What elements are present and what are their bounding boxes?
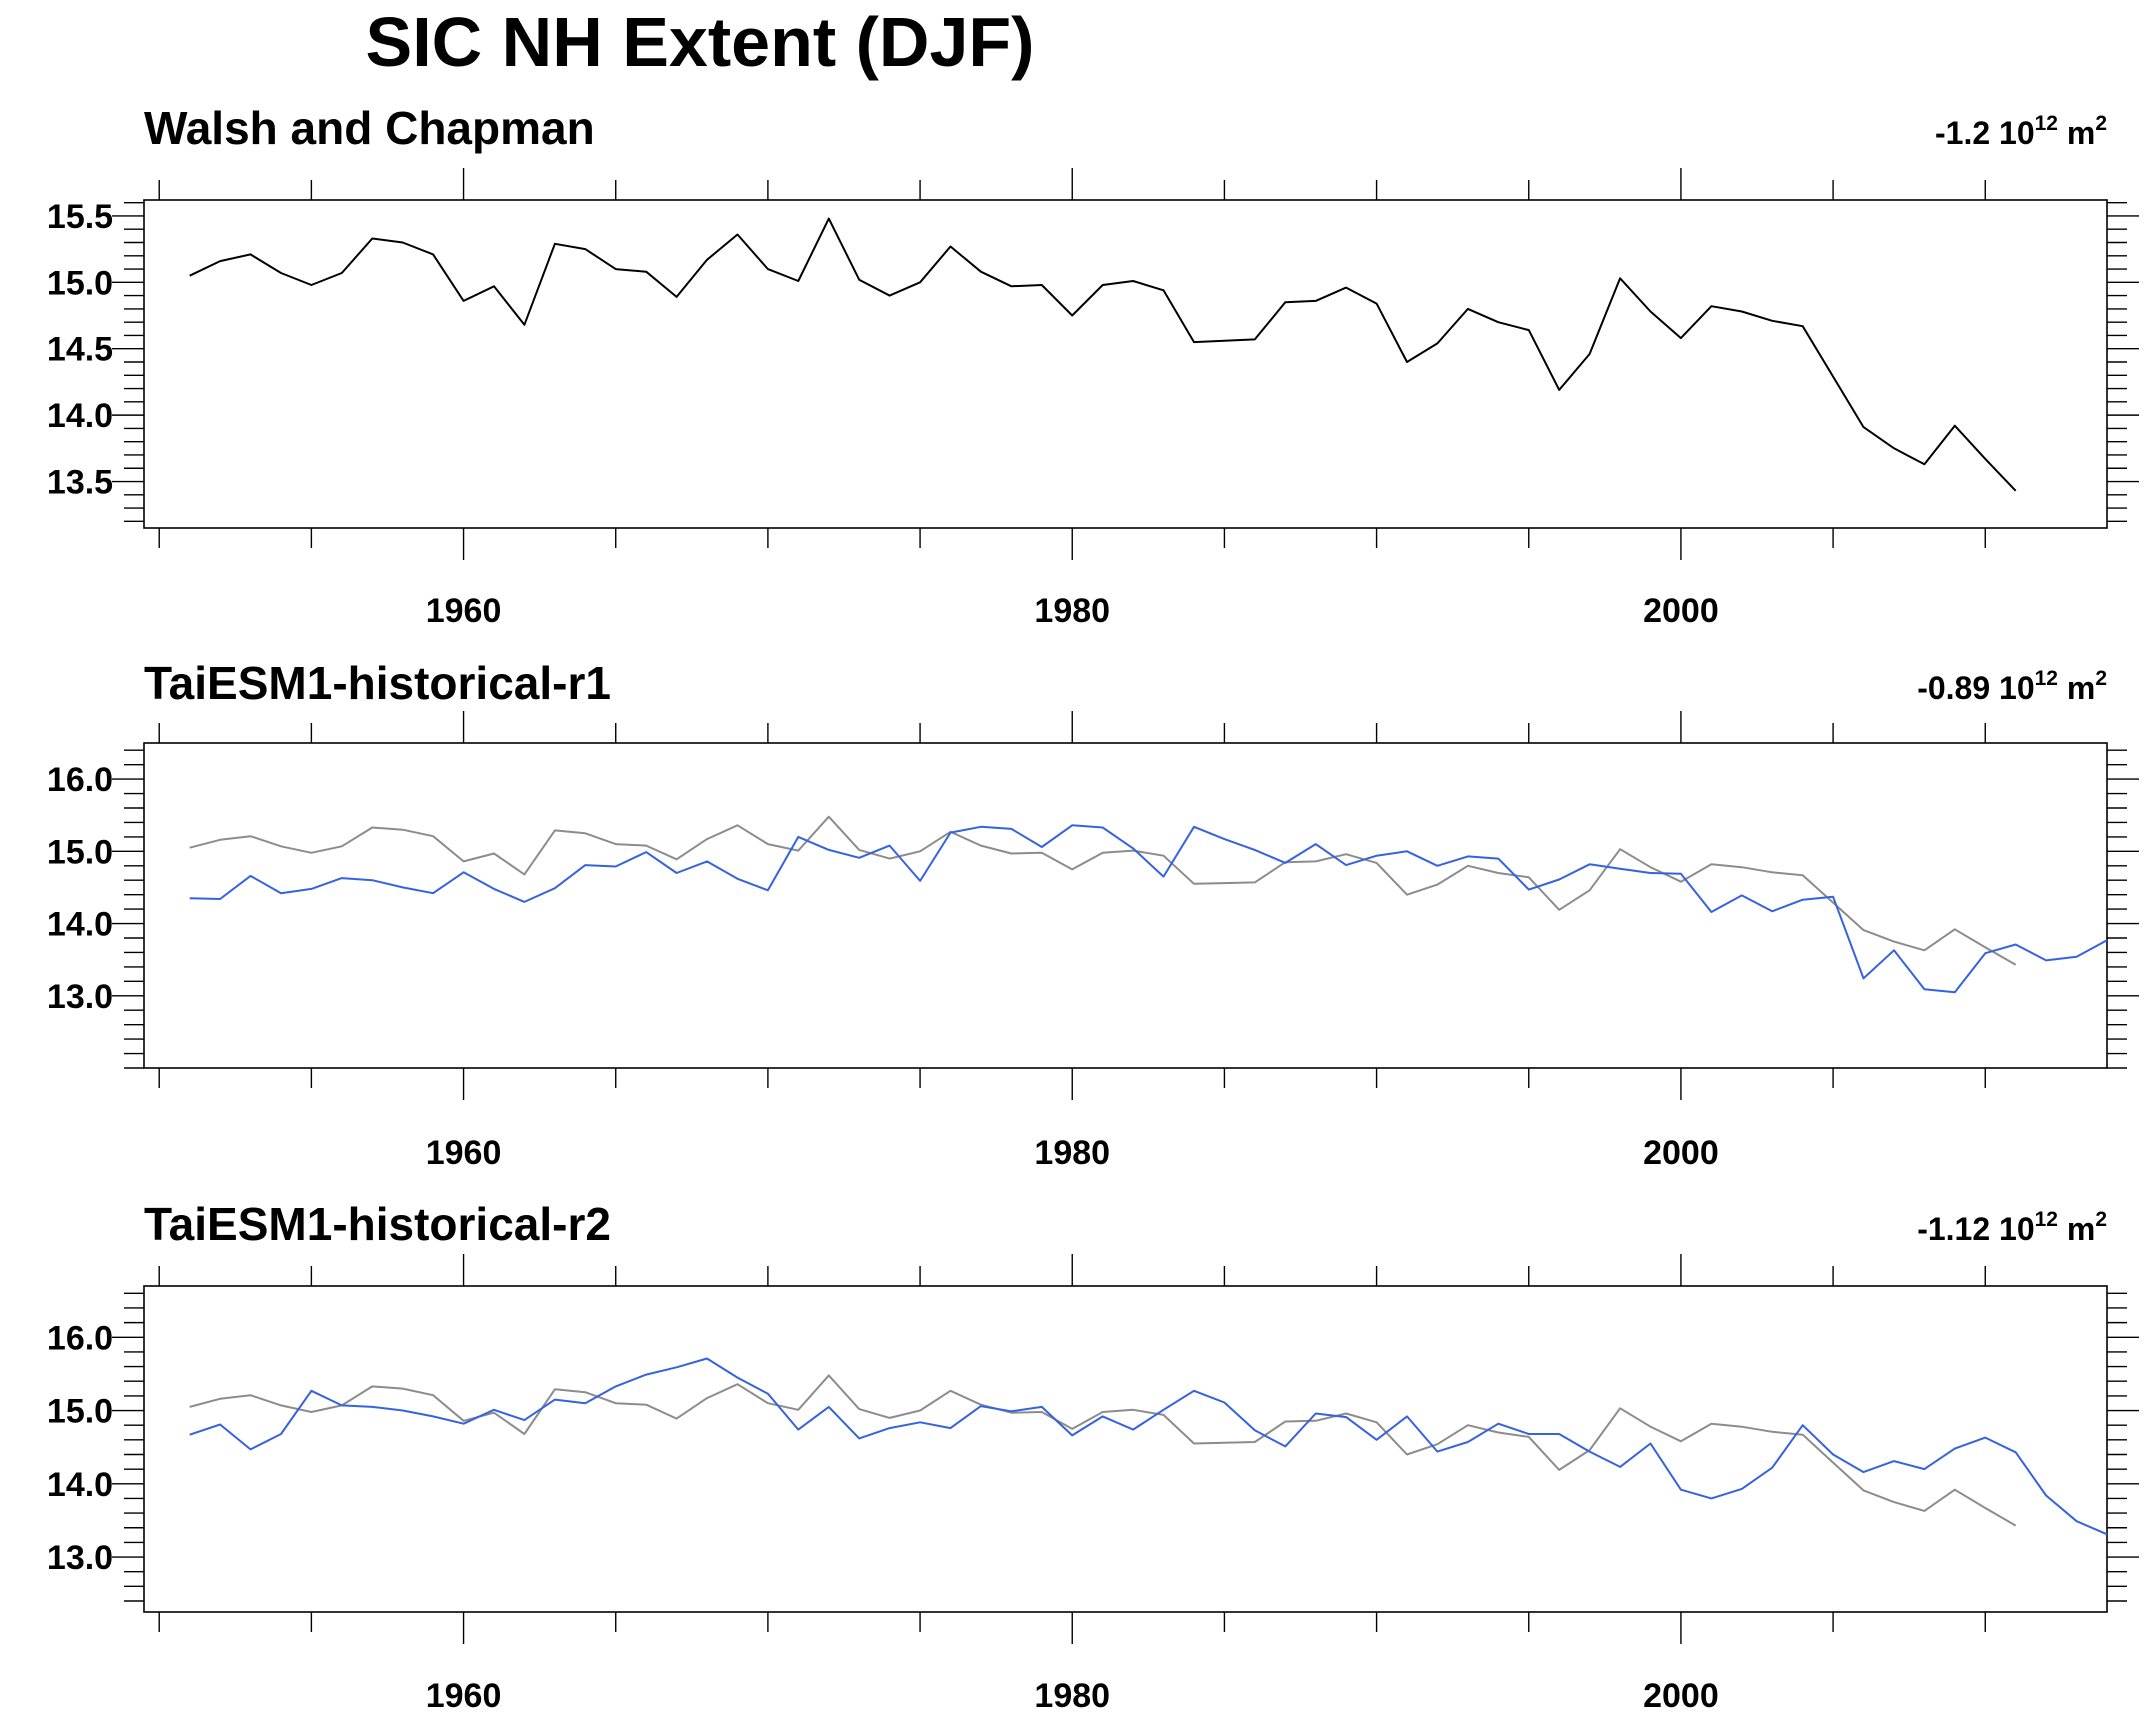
chart-panel-3: TaiESM1-historical-r2 -1.12 1012 m2 1960 19… <box>47 1197 2139 1714</box>
figure-title: SIC NH Extent (DJF) <box>365 3 1035 81</box>
y-tick-label: 16.0 <box>47 1319 113 1357</box>
trend-unit-exponent: 2 <box>2095 1208 2107 1231</box>
trend-unit: m <box>2067 1211 2095 1247</box>
trend-base: 10 <box>1999 1211 2035 1247</box>
series-line-model <box>189 1357 2108 1536</box>
y-tick-label: 15.0 <box>47 1393 113 1431</box>
y-tick-label: 13.0 <box>47 1539 113 1577</box>
trend-unit: m <box>2067 670 2095 706</box>
trend-text: -1.2 1012 m2 <box>1935 101 2107 151</box>
trend-exponent: 12 <box>2035 667 2058 690</box>
series-line-model <box>189 824 2108 994</box>
panel-title: Walsh and Chapman <box>144 102 595 154</box>
x-tick-label: 1980 <box>1034 1677 1110 1714</box>
chart-panel-1: Walsh and Chapman -1.2 1012 m2 1960 1980 200… <box>47 101 2139 630</box>
trend-value: -0.89 <box>1917 670 1990 706</box>
trend-unit-exponent: 2 <box>2095 112 2107 135</box>
x-tick-label: 1980 <box>1034 1134 1110 1172</box>
panel-title: TaiESM1-historical-r1 <box>144 657 611 709</box>
panel-title: TaiESM1-historical-r2 <box>144 1198 611 1250</box>
y-tick-label: 15.5 <box>47 198 113 236</box>
y-tick-label: 14.0 <box>47 1466 113 1504</box>
trend-exponent: 12 <box>2035 1208 2058 1231</box>
trend-annotation: -1.12 1012 m2 <box>1917 1197 2107 1247</box>
trend-exponent: 12 <box>2035 112 2058 135</box>
trend-annotation: -0.89 1012 m2 <box>1917 656 2107 706</box>
trend-annotation: -1.2 1012 m2 <box>1935 101 2107 151</box>
y-tick-label: 13.5 <box>47 464 113 502</box>
y-tick-label: 14.5 <box>47 331 113 369</box>
y-tick-label: 15.0 <box>47 264 113 302</box>
series-line-observation-overlay <box>189 815 2017 966</box>
series-line-observation <box>189 217 2017 492</box>
x-tick-label: 2000 <box>1643 592 1719 630</box>
y-tick-label: 15.0 <box>47 833 113 871</box>
y-tick-label: 14.0 <box>47 397 113 435</box>
x-tick-label: 1960 <box>426 1134 502 1172</box>
y-tick-label: 16.0 <box>47 761 113 799</box>
y-tick-label: 13.0 <box>47 978 113 1016</box>
plot-frame <box>143 199 2108 529</box>
chart-panel-2: TaiESM1-historical-r1 -0.89 1012 m2 1960 19… <box>47 656 2139 1172</box>
trend-value: -1.2 <box>1935 115 1990 151</box>
plot-frame <box>143 1285 2108 1613</box>
trend-base: 10 <box>1999 670 2035 706</box>
x-tick-label: 1960 <box>426 1677 502 1714</box>
trend-value: -1.12 <box>1917 1211 1990 1247</box>
trend-unit-exponent: 2 <box>2095 667 2107 690</box>
trend-base: 10 <box>1999 115 2035 151</box>
y-tick-label: 14.0 <box>47 906 113 944</box>
trend-unit: m <box>2067 115 2095 151</box>
x-tick-label: 1960 <box>426 592 502 630</box>
trend-text: -1.12 1012 m2 <box>1917 1197 2107 1247</box>
series-line-observation-overlay <box>189 1374 2017 1527</box>
plot-frame <box>143 742 2108 1069</box>
x-tick-label: 1980 <box>1034 592 1110 630</box>
x-tick-label: 2000 <box>1643 1134 1719 1172</box>
trend-text: -0.89 1012 m2 <box>1917 656 2107 706</box>
x-tick-label: 2000 <box>1643 1677 1719 1714</box>
